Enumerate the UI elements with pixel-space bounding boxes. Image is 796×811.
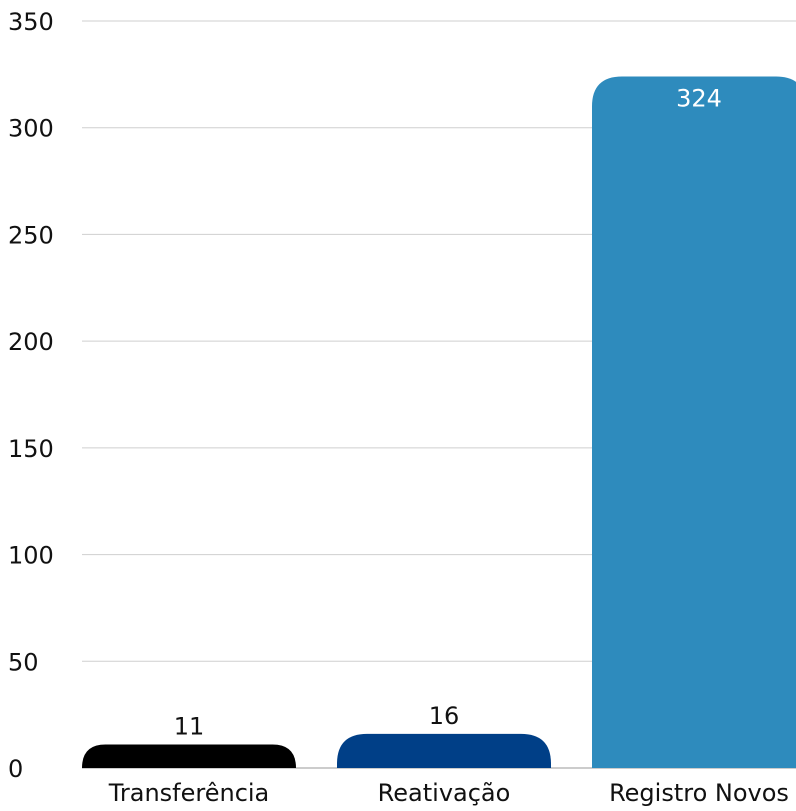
x-category-label: Reativação [378, 779, 511, 807]
y-tick-label: 250 [8, 221, 54, 249]
x-category-label: Registro Novos [609, 779, 789, 807]
label-layer: 0 50 100 150 200 250 300 350 11 Transferência 16 Re… [8, 8, 789, 807]
x-category-label: Transferência [108, 779, 270, 807]
bar-layer [82, 76, 796, 768]
y-tick-label: 300 [8, 115, 54, 143]
grid-layer [82, 20, 796, 769]
bar-value-label: 324 [676, 84, 722, 112]
bar-value-label: 16 [429, 702, 460, 730]
bar-value-label: 11 [174, 713, 205, 741]
bar-1 [337, 733, 551, 768]
bar-0 [82, 744, 296, 768]
y-tick-label: 350 [8, 8, 54, 36]
y-tick-label: 0 [8, 755, 23, 783]
y-tick-label: 150 [8, 435, 54, 463]
bar-2 [592, 76, 796, 768]
y-tick-label: 50 [8, 648, 39, 676]
y-tick-label: 200 [8, 328, 54, 356]
y-tick-label: 100 [8, 542, 54, 570]
